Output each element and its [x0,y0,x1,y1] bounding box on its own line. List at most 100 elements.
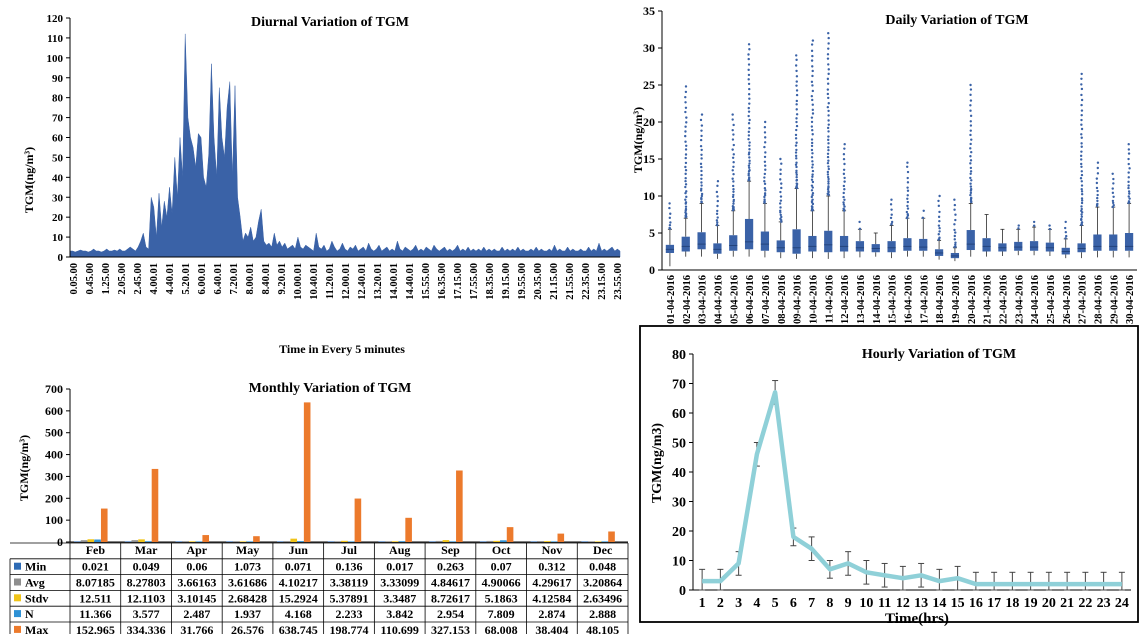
table-cell: 38.404 [535,623,568,634]
outlier-point [747,122,751,125]
outlier-point [811,160,814,163]
box [681,236,690,252]
x-tick-label: 14.00.01 [389,263,400,300]
outlier-point [685,116,688,119]
outlier-point [811,103,814,106]
table-cell: 1.073 [234,560,261,574]
outlier-point [779,209,782,212]
outlier-point [684,85,688,88]
y-tick-label: 0 [649,263,655,277]
outlier-point [763,180,766,183]
outlier-point [699,144,703,148]
x-tick-label: 8.40.01 [261,263,272,295]
line-series [702,390,1122,587]
outlier-point [684,183,688,186]
y-tick-label: 120 [47,13,64,25]
outlier-point [669,212,672,215]
legend-label: Stdv [25,591,48,605]
bar [378,541,386,542]
outlier-point [795,148,798,152]
outlier-point [938,210,941,214]
outlier-point [906,204,909,208]
outlier-point [763,193,767,197]
x-tick-label: 29-04-2016 [1109,275,1120,324]
outlier-point [827,42,830,45]
outlier-point [747,153,751,156]
outlier-point [794,151,798,154]
y-tick-label: 10 [643,189,655,203]
box [966,230,975,251]
table-cell: 198.774 [330,623,369,634]
outlier-point [811,74,814,78]
outlier-point [795,113,799,116]
outlier-point [795,84,798,87]
outlier-point [795,54,798,57]
outlier-point [700,187,703,191]
outlier-point [1095,177,1099,180]
outlier-point [794,144,798,147]
outlier-point [685,144,688,148]
legend-label: N [25,607,34,621]
bar [385,541,392,542]
table-cell: 2.233 [336,607,363,621]
bar [354,498,362,542]
outlier-point [810,184,814,187]
bar [124,541,132,542]
x-tick-label: 20-04-2016 [967,275,978,324]
outlier-point [826,57,830,60]
outlier-point [748,176,751,179]
bar [188,541,196,542]
outlier-point [811,180,815,184]
outlier-point [1096,196,1099,200]
box [744,218,754,250]
outlier-point [1080,199,1084,202]
plot-area: 0 10 20 30 40 50 60 70 80 90 100 110 120 0.05.00 0.45.… [47,13,625,300]
x-tick-label: 4.40.01 [165,263,176,295]
x-axis-label: Time(hrs) [885,611,949,627]
bar [334,541,342,542]
outlier-point [842,172,846,176]
outlier-point [1111,201,1115,205]
outlier-point [827,177,830,181]
outlier-point [748,156,751,159]
outlier-point [1080,83,1083,86]
outlier-point [827,119,830,122]
bar [347,541,355,542]
outlier-point [826,175,830,179]
outlier-point [1095,186,1099,190]
bar [239,541,247,542]
outlier-point [954,243,957,246]
legend-label: Max [25,623,48,634]
y-tick-label: 60 [52,133,64,145]
plot-area: 0 5 10 15 20 25 30 35 01-04-2016 02-04-2016 03-04-… [643,4,1137,324]
bar [486,540,494,542]
outlier-point [1079,154,1083,158]
table-cell: 3.10145 [177,591,216,605]
outlier-point [763,141,767,144]
outlier-point [811,166,814,169]
outlier-point [969,193,972,197]
diurnal-chart: Diurnal Variation of TGM TGM(ng/m³) Time… [22,13,624,356]
outlier-point [811,112,815,115]
outlier-point [906,197,909,200]
outlier-point [1017,224,1020,227]
outlier-point [700,129,703,132]
outlier-point [969,129,972,132]
outlier-point [763,164,767,167]
outlier-point [1080,103,1083,107]
bar [303,402,311,542]
outlier-point [826,105,830,109]
x-tick-label: 15 [951,596,965,611]
outlier-point [969,120,972,123]
x-tick-label: 0.45.00 [85,263,96,295]
x-tick-label: 17.15.00 [453,263,464,300]
outlier-point [795,89,799,92]
outlier-point [969,182,972,185]
x-tick-label: 11.20.01 [325,263,336,299]
bar [405,517,412,542]
bar [327,541,335,542]
y-tick-label: 20 [672,525,686,540]
outlier-point [748,97,751,100]
outlier-point [906,186,909,189]
outlier-point [826,170,830,174]
